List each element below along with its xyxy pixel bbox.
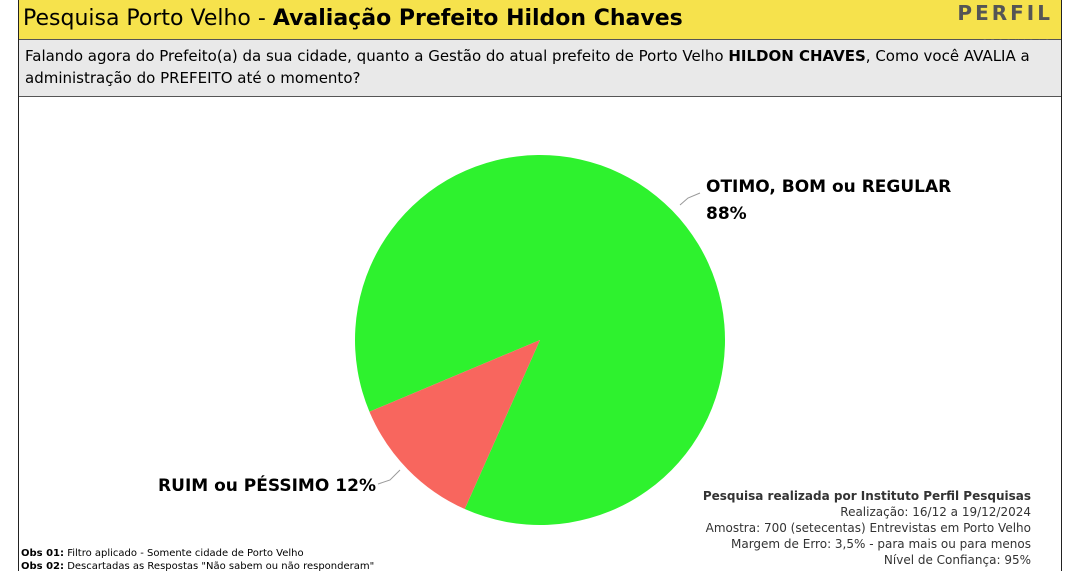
footer-line: Amostra: 700 (setecentas) Entrevistas em… — [705, 521, 1031, 535]
footer-line: Margem de Erro: 3,5% - para mais ou para… — [731, 537, 1031, 551]
slice-value-label: 88% — [706, 204, 747, 224]
header-prefix: Pesquisa Porto Velho - — [23, 6, 266, 31]
footer-line: Realização: 16/12 a 19/12/2024 — [840, 505, 1031, 519]
question-text: , Como você AVALIA a administração do PR… — [25, 47, 1030, 87]
leader-line — [377, 469, 401, 485]
note-label: Obs 01: — [21, 548, 65, 559]
pie-slice — [369, 340, 540, 510]
frame: Pesquisa Porto Velho - Avaliação Prefeit… — [18, 0, 1062, 573]
note: Obs 02: Descartadas as Respostas "Não sa… — [21, 560, 374, 573]
note-text: Descartadas as Respostas "Não sabem ou n… — [67, 561, 375, 572]
header: Pesquisa Porto Velho - Avaliação Prefeit… — [19, 0, 1061, 46]
slice-label-group: RUIM ou PÉSSIMO 12% — [158, 474, 376, 496]
question-name: HILDON CHAVES — [728, 47, 866, 65]
footer-line: Pesquisa realizada por Instituto Perfil … — [702, 489, 1031, 503]
note-text: Filtro aplicado - Somente cidade de Port… — [67, 548, 304, 559]
header-title: Avaliação Prefeito Hildon Chaves — [272, 6, 683, 31]
question-text: Falando agora do Prefeito(a) da sua cida… — [25, 47, 724, 65]
note: Obs 01: Filtro aplicado - Somente cidade… — [21, 547, 374, 560]
slice-label: OTIMO, BOM ou REGULAR — [706, 177, 951, 197]
footer: Pesquisa realizada por Instituto Perfil … — [703, 488, 1031, 568]
slice-value-label: 12% — [335, 476, 376, 496]
notes: Obs 01: Filtro aplicado - Somente cidade… — [21, 547, 374, 573]
pie-slice — [355, 155, 726, 526]
leader-line — [679, 192, 701, 206]
footer-line: Nível de Confiança: 95% — [883, 553, 1031, 567]
logo-name: PERFIL — [957, 1, 1053, 25]
slice-label: RUIM ou PÉSSIMO — [158, 474, 329, 496]
question: Falando agora do Prefeito(a) da sua cida… — [19, 40, 1061, 97]
note-label: Obs 02: — [21, 561, 65, 572]
